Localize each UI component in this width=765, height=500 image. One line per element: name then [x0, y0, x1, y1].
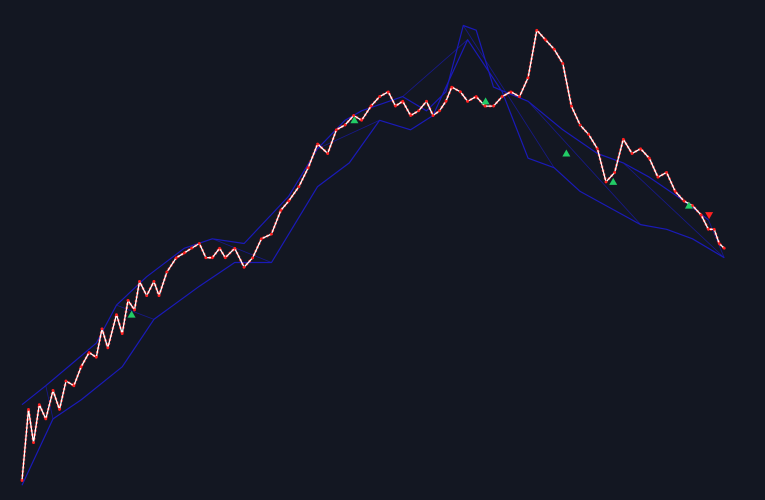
price-point [38, 403, 41, 406]
price-point [251, 256, 254, 259]
price-point [596, 147, 599, 150]
price-point [243, 266, 246, 269]
price-point [287, 199, 290, 202]
price-point [622, 138, 625, 141]
price-point [394, 105, 397, 108]
price-point [648, 157, 651, 160]
price-point [492, 105, 495, 108]
price-point [52, 389, 55, 392]
price-point [307, 166, 310, 169]
price-point [432, 114, 435, 117]
price-point [475, 95, 478, 98]
price-point [260, 237, 263, 240]
price-point [133, 308, 136, 311]
price-point [352, 114, 355, 117]
price-point [409, 114, 412, 117]
price-point [95, 356, 98, 359]
price-point [44, 418, 47, 421]
price-point [211, 256, 214, 259]
price-point [483, 105, 486, 108]
price-point [378, 95, 381, 98]
price-point [65, 380, 68, 383]
price-point [544, 38, 547, 41]
price-point [32, 441, 35, 444]
price-point [370, 105, 373, 108]
price-point [145, 294, 148, 297]
price-point [459, 90, 462, 93]
price-point [387, 90, 390, 93]
price-point [723, 247, 726, 250]
price-point [450, 86, 453, 89]
price-point [631, 152, 634, 155]
price-point [718, 242, 721, 245]
price-point [183, 252, 186, 255]
price-point [198, 242, 201, 245]
price-point [570, 105, 573, 108]
price-point [466, 100, 469, 103]
price-point [417, 109, 420, 112]
price-point [605, 181, 608, 184]
price-point [270, 233, 273, 236]
price-point [527, 76, 530, 79]
price-point [166, 271, 169, 274]
price-point [445, 100, 448, 103]
price-point [509, 90, 512, 93]
price-point [88, 351, 91, 354]
price-point [297, 185, 300, 188]
price-point [587, 133, 590, 136]
price-point [127, 299, 130, 302]
price-point [657, 176, 660, 179]
price-point [535, 29, 538, 32]
price-point [218, 247, 221, 250]
price-point [158, 294, 161, 297]
price-point [425, 100, 428, 103]
price-point [115, 313, 118, 316]
price-point [579, 124, 582, 127]
price-point [639, 147, 642, 150]
price-point [553, 48, 556, 51]
price-point [665, 171, 668, 174]
price-point [438, 109, 441, 112]
price-point [175, 256, 178, 259]
price-point [190, 247, 193, 250]
price-point [518, 95, 521, 98]
price-point [326, 152, 329, 155]
price-point [138, 280, 141, 283]
price-point [335, 128, 338, 131]
price-point [401, 100, 404, 103]
price-point [21, 479, 24, 482]
price-point [153, 280, 156, 283]
price-point [101, 327, 104, 330]
price-point [707, 228, 710, 231]
price-point [344, 124, 347, 127]
price-point [73, 384, 76, 387]
price-point [106, 346, 109, 349]
price-point [501, 95, 504, 98]
price-point [279, 209, 282, 212]
price-point [121, 332, 124, 335]
price-point [561, 62, 564, 65]
price-point [233, 247, 236, 250]
price-point [613, 171, 616, 174]
price-point [674, 190, 677, 193]
price-point [27, 408, 30, 411]
price-point [80, 365, 83, 368]
price-point [682, 199, 685, 202]
price-point [224, 256, 227, 259]
price-point [713, 228, 716, 231]
price-point [700, 214, 703, 217]
price-point [204, 256, 207, 259]
price-point [316, 143, 319, 146]
price-point [58, 408, 61, 411]
price-point [360, 119, 363, 122]
